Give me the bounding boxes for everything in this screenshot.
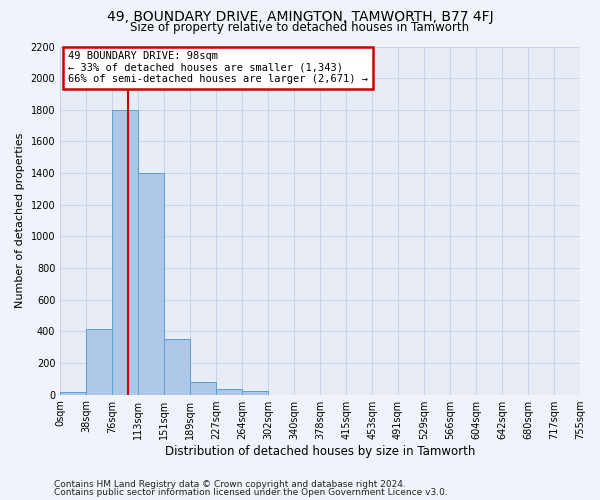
Bar (138, 173, 164, 394)
Bar (164, 339, 190, 394)
Bar (112, 110, 138, 395)
Bar (86, 329, 112, 394)
Bar (190, 382, 216, 394)
Text: Contains HM Land Registry data © Crown copyright and database right 2024.: Contains HM Land Registry data © Crown c… (54, 480, 406, 489)
Bar (216, 390, 242, 394)
Y-axis label: Number of detached properties: Number of detached properties (15, 133, 25, 308)
Text: Size of property relative to detached houses in Tamworth: Size of property relative to detached ho… (130, 22, 470, 35)
Text: Contains public sector information licensed under the Open Government Licence v3: Contains public sector information licen… (54, 488, 448, 497)
Bar (60, 392, 86, 394)
Text: 49, BOUNDARY DRIVE, AMINGTON, TAMWORTH, B77 4FJ: 49, BOUNDARY DRIVE, AMINGTON, TAMWORTH, … (107, 10, 493, 24)
Bar (242, 392, 268, 394)
Text: 49 BOUNDARY DRIVE: 98sqm
← 33% of detached houses are smaller (1,343)
66% of sem: 49 BOUNDARY DRIVE: 98sqm ← 33% of detach… (68, 51, 368, 84)
X-axis label: Distribution of detached houses by size in Tamworth: Distribution of detached houses by size … (165, 444, 475, 458)
